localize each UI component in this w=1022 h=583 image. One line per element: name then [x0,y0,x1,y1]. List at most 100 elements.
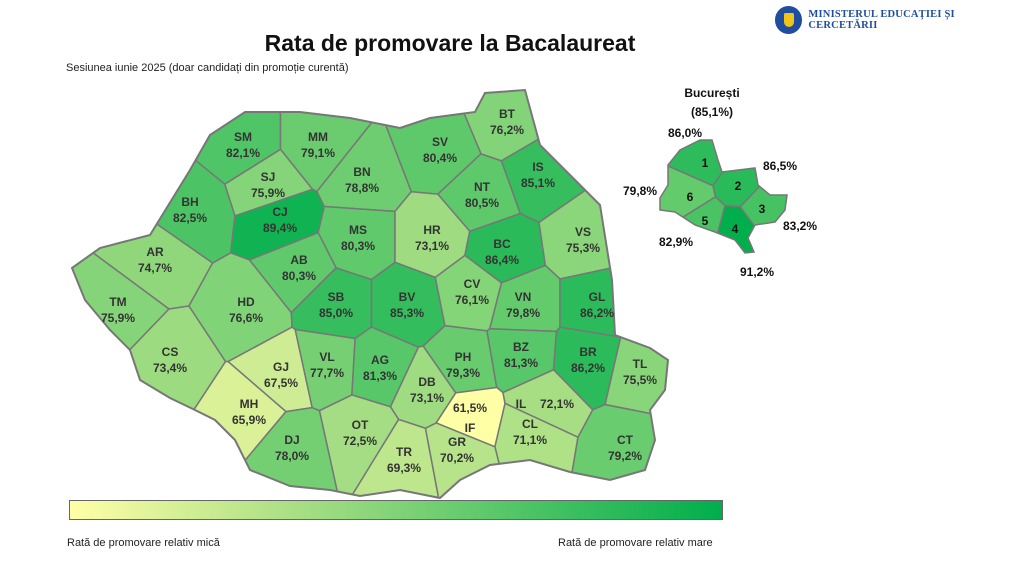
county-rate-label: 77,7% [310,366,344,380]
county-rate-label: 80,3% [341,239,375,253]
county-rate-label: 79,1% [301,146,335,160]
county-code-label: VL [319,350,334,364]
sector-rate-label: 82,9% [659,235,693,249]
county-rate-label: 75,5% [623,373,657,387]
county-code-label: SB [328,290,345,304]
county-code-label: CV [464,277,481,291]
ministry-header: MINISTERUL EDUCAȚIEI ȘI CERCETĂRII [775,6,1022,34]
county-rate-label: 65,9% [232,413,266,427]
county-code-label: GL [589,290,606,304]
legend-high-label: Rată de promovare relativ mare [558,537,713,549]
county-code-label: SV [432,135,448,149]
county-code-label: BN [353,165,370,179]
county-rate-label: 72,1% [540,397,574,411]
county-rate-label: 78,0% [275,449,309,463]
county-rate-label: 85,0% [319,306,353,320]
county-code-label: SM [234,130,252,144]
county-code-label: HD [237,295,255,309]
county-code-label: BZ [513,340,529,354]
county-code-label: VS [575,225,591,239]
sector-rate-label: 79,8% [623,184,657,198]
county-rate-label: 67,5% [264,376,298,390]
county-code-label: PH [455,350,472,364]
legend-low-label: Rată de promovare relativ mică [67,537,220,549]
county-code-label: GR [448,435,466,449]
sector-number: 5 [702,214,709,228]
county-code-label: DB [418,375,436,389]
sector-6 [660,152,717,246]
county-code-label: AG [371,353,389,367]
county-rate-label: 86,4% [485,253,519,267]
sector-number: 1 [702,156,709,170]
county-rate-label: 81,3% [363,369,397,383]
coat-of-arms-logo [775,6,803,34]
county-rate-label: 71,1% [513,433,547,447]
county-rate-label: 75,9% [251,186,285,200]
county-code-label: IS [532,160,543,174]
county-code-label: CL [522,417,538,431]
county-rate-label: 75,9% [101,311,135,325]
county-rate-label: 76,2% [490,123,524,137]
county-code-label: BH [181,195,198,209]
county-rate-label: 79,2% [608,449,642,463]
county-code-label: TL [633,357,648,371]
county-code-label: NT [474,180,491,194]
county-code-label: BC [493,237,511,251]
country-outline [70,88,670,500]
page-subtitle: Sesiunea iunie 2025 (doar candidați din … [66,62,349,74]
county-rate-label: 85,1% [521,176,555,190]
county-rate-label: 79,8% [506,306,540,320]
county-rate-label: 75,3% [566,241,600,255]
sector-rate-label: 83,2% [783,219,817,233]
sector-rate-label: 91,2% [740,265,774,279]
county-rate-label: 76,1% [455,293,489,307]
county-rate-label: 86,2% [571,361,605,375]
sector-number: 4 [732,222,739,236]
county-code-label: IL [516,397,527,411]
county-code-label: CT [617,433,634,447]
county-code-label: OT [352,418,369,432]
county-rate-label: 76,6% [229,311,263,325]
bucharest-total: (85,1%) [691,105,733,119]
county-code-label: TM [109,295,126,309]
sector-number: 2 [735,179,742,193]
county-code-label: CJ [272,205,287,219]
county-code-label: BT [499,107,516,121]
county-rate-label: 72,5% [343,434,377,448]
county-rate-label: 89,4% [263,221,297,235]
county-code-label: SJ [261,170,276,184]
county-code-label: BR [579,345,597,359]
county-rate-label: 73,1% [415,239,449,253]
county-rate-label: 81,3% [504,356,538,370]
county-rate-label: 86,2% [580,306,614,320]
county-rate-label: 80,4% [423,151,457,165]
sector-number: 6 [687,190,694,204]
county-rate-label: 70,2% [440,451,474,465]
county-rate-label: 85,3% [390,306,424,320]
county-rate-label: 61,5% [453,401,487,415]
county-rate-label: 80,3% [282,269,316,283]
county-code-label: GJ [273,360,289,374]
bucharest-outline [659,139,788,254]
county-code-label: MM [308,130,328,144]
county-sm [72,90,282,186]
county-code-label: HR [423,223,441,237]
county-code-label: TR [396,445,412,459]
county-code-label: VN [515,290,532,304]
county-rate-label: 82,1% [226,146,260,160]
county-code-label: MS [349,223,367,237]
county-code-label: DJ [284,433,299,447]
ministry-name: MINISTERUL EDUCAȚIEI ȘI CERCETĂRII [808,9,955,31]
county-rate-label: 74,7% [138,261,172,275]
county-code-label: AB [290,253,308,267]
county-code-label: IF [465,421,476,435]
color-legend-bar [69,500,723,520]
county-code-label: BV [399,290,416,304]
county-rate-label: 69,3% [387,461,421,475]
county-code-label: AR [146,245,164,259]
county-rate-label: 82,5% [173,211,207,225]
county-code-label: MH [240,397,259,411]
county-rate-label: 80,5% [465,196,499,210]
county-rate-label: 73,1% [410,391,444,405]
